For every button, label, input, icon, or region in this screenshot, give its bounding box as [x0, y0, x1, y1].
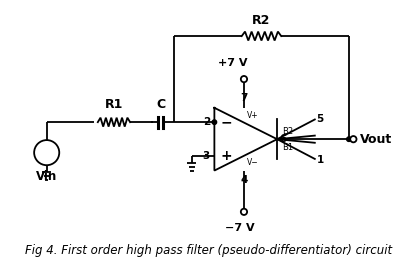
Circle shape — [241, 209, 247, 215]
Text: R2: R2 — [252, 14, 270, 27]
Text: B1: B1 — [283, 143, 294, 152]
Text: V−: V− — [247, 158, 258, 167]
Text: Fig 4. First order high pass filter (pseudo-differentiator) circuit: Fig 4. First order high pass filter (pse… — [25, 244, 393, 257]
Text: 1: 1 — [316, 155, 324, 165]
Text: 2: 2 — [203, 117, 210, 127]
Circle shape — [350, 136, 357, 142]
Text: +: + — [221, 149, 232, 163]
Text: −: − — [221, 115, 232, 129]
Circle shape — [212, 120, 217, 124]
Text: 3: 3 — [203, 151, 210, 161]
Text: 7: 7 — [240, 93, 247, 103]
Text: V+: V+ — [247, 111, 258, 120]
Circle shape — [347, 137, 351, 141]
Text: Vin: Vin — [36, 170, 57, 183]
Text: C: C — [156, 98, 165, 111]
Circle shape — [34, 140, 59, 165]
Text: Vout: Vout — [359, 133, 392, 146]
Text: −7 V: −7 V — [225, 223, 254, 233]
Circle shape — [241, 76, 247, 82]
Text: B2: B2 — [283, 127, 294, 136]
Text: +7 V: +7 V — [219, 58, 248, 68]
Text: 5: 5 — [316, 114, 324, 123]
Text: R1: R1 — [105, 98, 123, 111]
Text: 4: 4 — [240, 175, 247, 185]
Text: 6: 6 — [280, 134, 287, 144]
